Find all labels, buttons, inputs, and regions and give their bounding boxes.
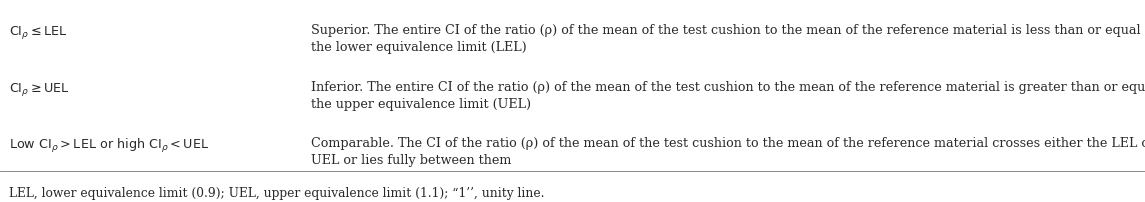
Text: LEL, lower equivalence limit (0.9); UEL, upper equivalence limit (1.1); “1’’, un: LEL, lower equivalence limit (0.9); UEL,… xyxy=(9,187,545,200)
Text: $\mathrm{CI}_{\rho} \leq \mathrm{LEL}$: $\mathrm{CI}_{\rho} \leq \mathrm{LEL}$ xyxy=(9,24,68,41)
Text: $\mathrm{CI}_{\rho} \geq \mathrm{UEL}$: $\mathrm{CI}_{\rho} \geq \mathrm{UEL}$ xyxy=(9,81,70,98)
Text: $\mathrm{Low\ CI}_{\rho} > \mathrm{LEL\ or\ high\ CI}_{\rho} < \mathrm{UEL}$: $\mathrm{Low\ CI}_{\rho} > \mathrm{LEL\ … xyxy=(9,137,210,155)
Text: Comparable. The CI of the ratio (ρ) of the mean of the test cushion to the mean : Comparable. The CI of the ratio (ρ) of t… xyxy=(311,137,1145,167)
Text: Inferior. The entire CI of the ratio (ρ) of the mean of the test cushion to the : Inferior. The entire CI of the ratio (ρ)… xyxy=(311,81,1145,111)
Text: Superior. The entire CI of the ratio (ρ) of the mean of the test cushion to the : Superior. The entire CI of the ratio (ρ)… xyxy=(311,24,1145,54)
